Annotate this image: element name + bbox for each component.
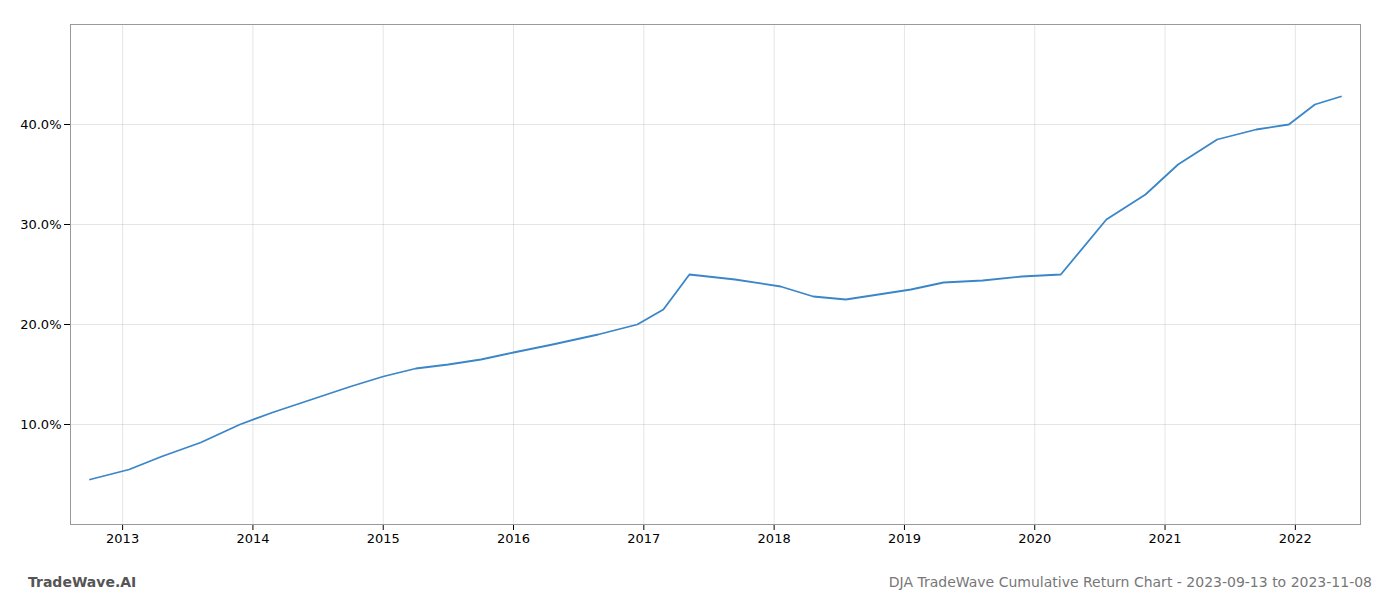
svg-text:2020: 2020 [1018,531,1051,546]
svg-text:10.0%: 10.0% [20,417,61,432]
svg-text:2018: 2018 [758,531,791,546]
svg-text:2014: 2014 [236,531,269,546]
html-text:TradeWave.AI: TradeWave.AI [28,574,137,590]
html-text:DJA TradeWave Cumulative Retur: DJA TradeWave Cumulative Return Chart - … [888,574,1372,590]
svg-text:30.0%: 30.0% [20,217,61,232]
svg-text:2017: 2017 [627,531,660,546]
svg-text:2013: 2013 [106,531,139,546]
svg-text:2022: 2022 [1279,531,1312,546]
svg-text:2021: 2021 [1148,531,1181,546]
svg-text:2015: 2015 [367,531,400,546]
svg-text:40.0%: 40.0% [20,117,61,132]
svg-text:2019: 2019 [888,531,921,546]
svg-text:20.0%: 20.0% [20,317,61,332]
svg-text:2016: 2016 [497,531,530,546]
